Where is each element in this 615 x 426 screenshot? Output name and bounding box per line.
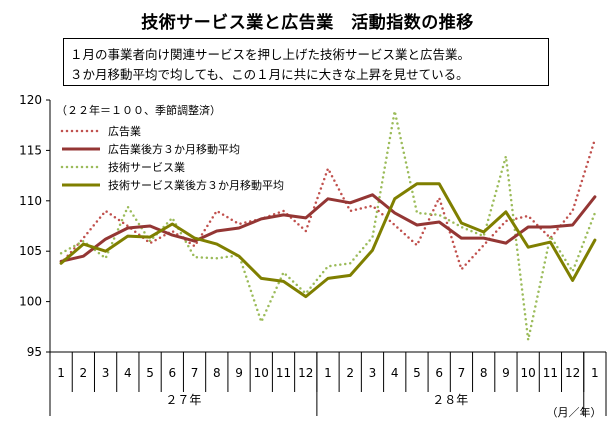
series-line [59,193,597,263]
x-tick-label: 2 [80,366,88,380]
x-tick-label: 12 [298,366,313,380]
legend-label: 広告業後方３か月移動平均 [108,142,240,156]
x-tick-label: 6 [168,366,176,380]
series-line [59,138,597,271]
x-tick-label: 11 [276,366,291,380]
x-tick-label: 9 [502,366,510,380]
x-tick-label: 7 [458,366,466,380]
x-tick-label: 11 [543,366,558,380]
y-tick-label: 115 [19,143,42,157]
subtitle-box: １月の事業者向け関連サービスを押し上げた技術サービス業と広告業。 ３か月移動平均… [63,38,549,86]
x-tick-label: 9 [235,366,243,380]
x-tick-label: 8 [213,366,221,380]
x-tick-label: 5 [413,366,421,380]
y-tick-label: 105 [19,244,42,258]
series-line [59,109,597,342]
y-tick-label: 120 [19,93,42,107]
x-tick-label: 4 [391,366,399,380]
chart-title: 技術サービス業と広告業 活動指数の推移 [141,13,474,33]
x-tick-label: 1 [591,366,599,380]
y-tick-label: 95 [27,345,42,359]
x-tick-label: 1 [324,366,332,380]
x-tick-label: 3 [369,366,377,380]
x-tick-label: 10 [521,366,536,380]
x-tick-label: 8 [480,366,488,380]
x-tick-label: 3 [102,366,110,380]
y-tick-label: 100 [19,295,42,309]
x-tick-label: 1 [57,366,65,380]
year-label: ２８年 [432,393,468,407]
y-tick-label: 110 [19,194,42,208]
x-tick-label: 2 [346,366,354,380]
x-tick-label: 12 [565,366,580,380]
year-label: ２７年 [165,393,201,407]
legend-label: 技術サービス業 [108,161,185,174]
x-tick-label: 10 [254,366,269,380]
x-tick-label: 4 [124,366,132,380]
x-tick-label: 7 [191,366,199,380]
series-line [59,182,597,299]
x-unit-label: （月／年） [547,405,602,419]
x-tick-label: 5 [146,366,154,380]
legend-label: 技術サービス業後方３か月移動平均 [108,178,284,192]
chart-note: （２２年＝１００、季節調整済） [56,103,221,117]
subtitle-line-1: １月の事業者向け関連サービスを押し上げた技術サービス業と広告業。 [70,47,471,62]
x-tick-label: 6 [435,366,443,380]
subtitle-line-2: ３か月移動平均で均しても、この１月に共に大きな上昇を見せている。 [70,67,469,82]
legend-label: 広告業 [108,125,141,138]
